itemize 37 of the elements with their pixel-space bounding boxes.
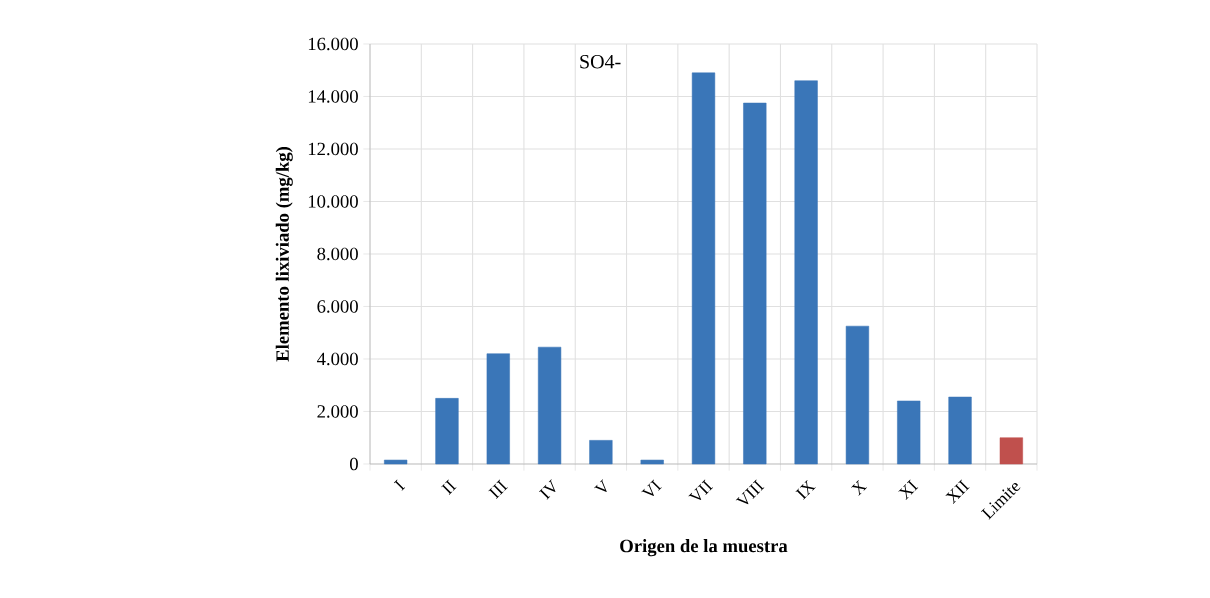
x-tick-label: VI [641, 479, 662, 497]
bar [486, 353, 510, 465]
x-tick-label: IX [795, 479, 816, 500]
bar [743, 102, 767, 465]
x-tick-label: VIII [735, 479, 765, 505]
x-tick-label: X [851, 479, 868, 496]
x-tick-label: III [488, 479, 508, 500]
bar [640, 459, 664, 465]
bar [384, 459, 408, 465]
x-tick-label: I [393, 479, 406, 491]
x-tick-label: V [594, 479, 607, 492]
y-tick-label: 4.000 [316, 352, 358, 366]
bar [794, 80, 818, 465]
bar [897, 400, 921, 465]
bar [845, 325, 870, 465]
x-tick-label: IV [538, 479, 556, 500]
bar [537, 346, 562, 465]
bar [691, 72, 716, 465]
bar [948, 396, 972, 465]
bar [435, 398, 459, 465]
y-tick-label: 6.000 [317, 300, 358, 313]
y-tick-label: 12.000 [308, 142, 358, 156]
x-tick-label: VII [688, 479, 713, 501]
chart-title: SO4- [580, 55, 621, 69]
y-tick-label: 10.000 [308, 195, 358, 208]
x-tick-label: XI [898, 479, 919, 500]
bar [999, 437, 1023, 465]
bar [589, 440, 613, 465]
y-tick-label: 2.000 [317, 405, 358, 418]
y-tick-label: 8.000 [317, 247, 358, 261]
y-tick-label: 16.000 [308, 37, 358, 51]
y-tick-label: 0 [350, 457, 358, 471]
x-tick-label: XII [945, 479, 970, 504]
y-axis-title: Elemento lixiviado (mg/kg) [275, 146, 293, 362]
y-tick-label: 14.000 [308, 90, 358, 103]
x-tick-label: II [441, 479, 457, 495]
x-axis-title: Origen de la muestra [620, 539, 788, 557]
